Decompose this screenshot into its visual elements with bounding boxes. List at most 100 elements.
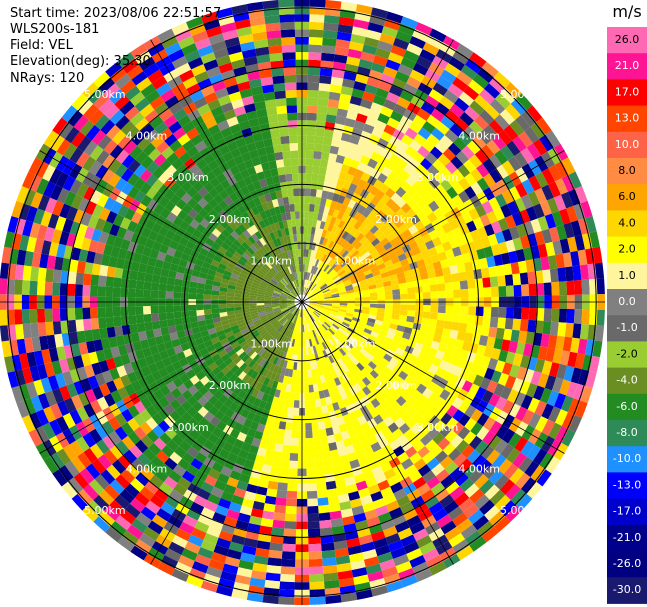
velocity-gate — [413, 252, 424, 262]
velocity-gate — [561, 174, 575, 192]
velocity-gate — [336, 245, 344, 254]
velocity-gate — [527, 191, 540, 207]
velocity-gate — [421, 170, 434, 183]
velocity-gate — [370, 215, 381, 226]
velocity-gate — [479, 213, 491, 227]
velocity-gate — [394, 71, 410, 84]
velocity-gate — [456, 71, 473, 86]
velocity-gate — [416, 55, 433, 70]
velocity-gate — [376, 286, 385, 293]
velocity-gate — [463, 159, 477, 173]
velocity-gate — [410, 214, 421, 225]
velocity-gate — [360, 172, 371, 183]
velocity-gate — [557, 267, 567, 282]
velocity-gate — [493, 254, 504, 267]
velocity-gate — [421, 139, 435, 153]
velocity-gate — [326, 106, 338, 116]
velocity-gate — [505, 103, 521, 120]
velocity-gate — [333, 276, 341, 283]
velocity-gate — [476, 226, 488, 239]
velocity-gate — [528, 175, 542, 192]
colorbar-tick-label: -6.0 — [616, 400, 637, 413]
velocity-gate — [314, 135, 324, 145]
velocity-gate — [362, 44, 378, 56]
velocity-gate — [365, 29, 382, 41]
velocity-gate — [309, 299, 318, 302]
velocity-gate — [398, 282, 408, 290]
velocity-gate — [354, 185, 364, 196]
velocity-gate — [304, 288, 309, 296]
velocity-gate — [397, 64, 413, 77]
velocity-gate — [318, 83, 331, 92]
velocity-gate — [316, 294, 324, 298]
velocity-gate — [454, 97, 470, 112]
velocity-gate — [362, 123, 375, 135]
velocity-gate — [355, 144, 366, 156]
velocity-gate — [319, 236, 325, 245]
velocity-gate — [367, 280, 376, 287]
velocity-gate — [380, 106, 394, 118]
velocity-gate — [473, 238, 484, 251]
colorbar-tick-label: -30.0 — [613, 583, 641, 596]
velocity-gate — [458, 177, 471, 191]
velocity-gate — [508, 186, 521, 201]
velocity-gate — [340, 260, 349, 268]
velocity-gate — [516, 223, 528, 238]
velocity-gate — [325, 114, 337, 124]
velocity-gate — [303, 248, 307, 257]
velocity-gate — [526, 143, 541, 160]
velocity-gate — [409, 36, 426, 50]
velocity-gate — [303, 287, 307, 295]
velocity-gate — [382, 228, 393, 238]
velocity-gate — [383, 99, 397, 111]
velocity-gate — [357, 178, 368, 189]
velocity-gate — [334, 46, 349, 57]
velocity-gate — [323, 129, 334, 139]
velocity-gate — [464, 172, 477, 187]
velocity-gate — [346, 56, 361, 67]
velocity-gate — [344, 233, 353, 242]
velocity-gate — [359, 247, 369, 256]
velocity-gate — [329, 285, 337, 291]
velocity-gate — [489, 98, 506, 115]
velocity-gate — [396, 96, 411, 109]
velocity-gate — [351, 176, 361, 186]
velocity-gate — [363, 165, 375, 176]
velocity-gate — [329, 200, 338, 210]
velocity-gate — [334, 202, 343, 212]
velocity-gate — [329, 216, 337, 226]
velocity-gate — [435, 226, 446, 237]
velocity-gate — [309, 14, 325, 23]
velocity-gate — [357, 275, 367, 282]
velocity-gate — [337, 194, 346, 205]
velocity-gate — [525, 259, 535, 273]
velocity-gate — [465, 270, 475, 281]
velocity-gate — [534, 231, 546, 246]
velocity-gate — [464, 261, 474, 272]
velocity-gate — [416, 175, 429, 188]
velocity-gate — [328, 283, 337, 289]
velocity-gate — [362, 208, 372, 218]
colorbar-tick-label: -26.0 — [613, 557, 641, 570]
velocity-gate — [377, 291, 386, 297]
velocity-gate — [361, 289, 370, 295]
velocity-gate — [309, 296, 317, 300]
velocity-gate — [425, 240, 435, 250]
velocity-gate — [347, 48, 363, 59]
velocity-gate — [341, 213, 349, 223]
velocity-gate — [339, 296, 348, 300]
velocity-gate — [312, 258, 318, 267]
velocity-gate — [459, 280, 469, 290]
velocity-gate — [487, 233, 499, 247]
velocity-gate — [380, 131, 393, 143]
velocity-gate — [551, 210, 564, 227]
velocity-gate — [303, 279, 305, 287]
velocity-gate — [307, 74, 320, 84]
colorbar-tick-label: 10.0 — [615, 138, 640, 151]
velocity-gate — [395, 186, 407, 198]
velocity-gate — [520, 110, 537, 127]
velocity-gate — [336, 211, 345, 220]
velocity-gate — [360, 286, 370, 291]
velocity-gate — [353, 220, 362, 230]
velocity-gate — [352, 152, 363, 163]
